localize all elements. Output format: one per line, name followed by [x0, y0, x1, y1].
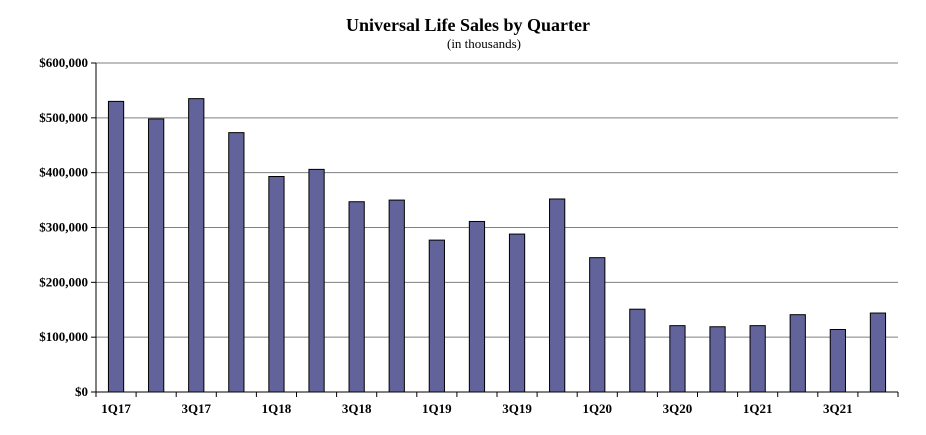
bar-3Q20 [669, 325, 686, 393]
y-tick-label: $600,000 [39, 55, 88, 70]
x-tick-label: 1Q17 [101, 401, 131, 416]
bar-2Q18 [308, 168, 325, 393]
y-tick-label: $400,000 [39, 165, 88, 180]
bar-4Q21 [869, 312, 887, 393]
bar-3Q21 [829, 328, 846, 393]
bar-4Q17 [228, 132, 245, 393]
bar-3Q18 [348, 201, 365, 393]
x-tick-label: 3Q21 [823, 401, 853, 416]
bar-4Q18 [388, 199, 405, 393]
bar-1Q21 [749, 325, 766, 393]
x-tick-label: 1Q21 [743, 401, 773, 416]
gridlines [96, 62, 898, 338]
x-tick-label: 3Q20 [663, 401, 693, 416]
bar-4Q19 [549, 198, 566, 393]
y-tick-label: $100,000 [39, 329, 88, 344]
y-tick-label: $300,000 [39, 220, 88, 235]
bar-2Q17 [148, 118, 165, 393]
x-tick-label: 1Q18 [262, 401, 292, 416]
bar-1Q18 [268, 176, 285, 393]
x-tick-label: 1Q19 [422, 401, 452, 416]
x-axis-tick-labels: 1Q17 3Q17 1Q18 3Q18 1Q19 3Q19 1Q20 3Q20 1Q21 3Q21 [95, 392, 899, 416]
chart-subtitle: (in thousands) [447, 36, 521, 51]
y-tick-label: $200,000 [39, 274, 88, 289]
bar-4Q20 [709, 326, 726, 393]
bar-2Q20 [629, 308, 646, 393]
x-tick-label: 3Q18 [342, 401, 372, 416]
bar-2Q21 [789, 314, 806, 393]
x-tick-label: 3Q19 [502, 401, 532, 416]
y-tick-label: $500,000 [39, 110, 88, 125]
y-tick-label: $0 [75, 384, 88, 399]
bars [107, 98, 887, 393]
bar-3Q19 [508, 233, 526, 393]
bar-2Q19 [468, 220, 486, 393]
y-axis-tick-labels: $0 $100,000 $200,000 $300,000 $400,000 $500,0… [39, 55, 96, 399]
x-tick-label: 1Q20 [582, 401, 612, 416]
x-tick-label: 3Q17 [181, 401, 211, 416]
bar-1Q20 [589, 257, 606, 393]
chart-title: Universal Life Sales by Quarter [346, 15, 590, 35]
bar-1Q17 [107, 100, 125, 393]
bar-3Q17 [188, 98, 205, 393]
bar-1Q19 [428, 239, 445, 393]
